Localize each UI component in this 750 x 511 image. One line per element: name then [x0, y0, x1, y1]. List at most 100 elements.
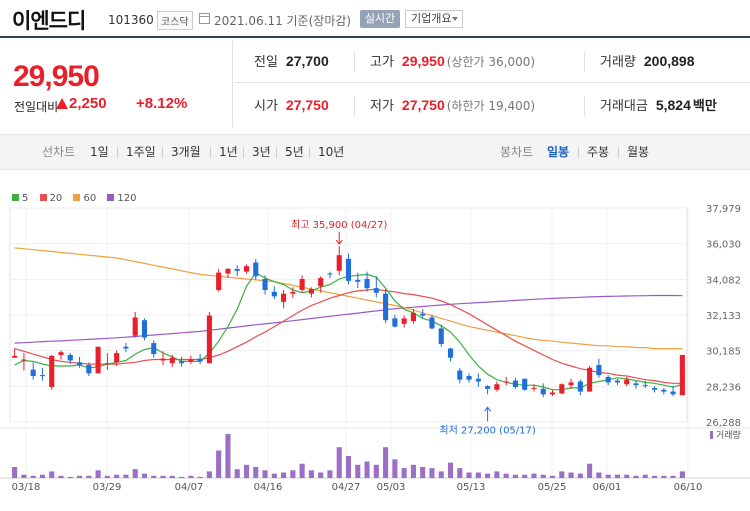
candle-body: [58, 352, 64, 355]
volume-bar: [503, 473, 509, 478]
candle-body: [114, 353, 120, 363]
volume-bar: [429, 468, 435, 478]
volume-legend-swatch: [710, 431, 713, 439]
high-arrow-icon: [335, 239, 343, 245]
candle-body: [95, 346, 101, 374]
company-overview-dropdown[interactable]: 기업개요: [405, 10, 463, 28]
x-tick-label: 04/07: [175, 482, 204, 493]
volume-bar: [30, 475, 36, 478]
y-tick-label: 34,082: [706, 275, 741, 286]
tab-weekly[interactable]: 주봉: [587, 145, 610, 159]
x-tick-label: 06/01: [593, 482, 622, 493]
volume-bar: [114, 474, 120, 478]
price-info-grid: 전일 27,700 고가 29,950 (상한가 36,000) 거래량 200,898…: [234, 40, 750, 127]
volume-bar: [447, 462, 454, 478]
volume-bar: [642, 474, 648, 478]
tab-daily[interactable]: 일봉: [547, 145, 570, 159]
tab-monthly[interactable]: 월봉: [627, 145, 650, 159]
candle-body: [531, 387, 537, 389]
divider: [618, 147, 619, 158]
candle-body: [104, 363, 110, 365]
legend-ma120: 120: [107, 193, 137, 204]
tab-period-1d[interactable]: 1일: [90, 145, 109, 159]
tab-line-chart[interactable]: 선차트: [42, 145, 76, 159]
candle-body: [457, 370, 463, 380]
chart-plot[interactable]: 37,979 36,030 34,082 32,133 30,185 28,236 26,2…: [0, 186, 750, 507]
open-price: 시가 27,750: [254, 97, 329, 114]
volume-bar: [336, 447, 342, 478]
volume-bar: [364, 461, 370, 478]
volume-bar: [475, 472, 481, 478]
volume-bar: [577, 473, 583, 478]
tab-candle-chart[interactable]: 봉차트: [500, 145, 534, 159]
volume-bar: [299, 463, 305, 478]
tab-period-3m[interactable]: 3개월: [171, 145, 201, 159]
volume-bar: [624, 474, 630, 478]
tab-period-5y[interactable]: 5년: [285, 145, 304, 159]
candle-body: [438, 328, 444, 344]
candle-body: [503, 381, 509, 383]
legend-ma60: 60: [73, 193, 96, 204]
tab-period-10y[interactable]: 10년: [318, 145, 345, 159]
candle-body: [318, 278, 324, 287]
volume-bar: [132, 469, 138, 478]
volume-bar: [39, 474, 46, 478]
candle-body: [383, 293, 389, 321]
candle-body: [308, 289, 314, 294]
ma20-line: [14, 288, 683, 384]
volume-bar: [104, 475, 110, 478]
candle-body: [642, 385, 648, 387]
divider: [578, 147, 579, 158]
candle-body: [392, 318, 398, 327]
volume-bar: [522, 474, 528, 478]
volume-bar: [141, 473, 148, 478]
candle-body: [160, 358, 166, 361]
divider: [354, 52, 355, 72]
candle-body: [299, 279, 305, 290]
info-row-1: 전일 27,700 고가 29,950 (상한가 36,000) 거래량 200,898: [234, 40, 750, 83]
candle-body: [401, 318, 407, 324]
ma60-line: [14, 247, 683, 350]
volume-bar: [531, 473, 537, 478]
candle-body: [429, 317, 435, 329]
low-annotation: 최저 27,200 (05/17): [439, 424, 535, 436]
volume-bar: [243, 464, 250, 478]
volume-bar: [605, 474, 611, 478]
volume-bar: [318, 472, 324, 478]
realtime-button[interactable]: 실시간: [360, 10, 400, 28]
stock-header: 이엔드디 101360 코스닥 2021.06.11 기준(장마감) 실시간 기…: [0, 0, 750, 38]
volume-bar: [188, 475, 194, 478]
legend-ma5: 5: [12, 193, 28, 204]
candle-body: [605, 376, 611, 383]
candle-body: [447, 348, 454, 358]
volume-bar: [661, 475, 667, 478]
candle-body: [420, 313, 426, 316]
volume-bar: [549, 475, 556, 478]
candle-body: [197, 358, 203, 362]
high-price: 고가 29,950 (상한가 36,000): [370, 53, 536, 70]
candle-body: [30, 369, 36, 377]
change-label: 전일대비: [14, 100, 59, 114]
y-tick-label: 26,288: [706, 418, 741, 429]
candle-body: [86, 365, 92, 374]
volume-bar: [169, 475, 175, 478]
volume-bar: [12, 467, 18, 478]
divider: [276, 147, 277, 158]
divider: [354, 96, 355, 116]
tab-period-3y[interactable]: 3년: [252, 145, 271, 159]
chart-legend: 5 20 60 120: [12, 193, 145, 204]
current-price: 29,950: [13, 60, 100, 93]
candle-body: [151, 343, 157, 355]
volume-bar: [216, 450, 222, 478]
price-summary: 29,950 전일대비 2,250 +8.12%: [0, 40, 233, 127]
volume-bar: [58, 475, 64, 478]
candle-body: [568, 382, 574, 386]
tab-period-1y[interactable]: 1년: [219, 145, 238, 159]
volume-bar: [123, 474, 129, 478]
candle-body: [679, 354, 685, 396]
tab-period-1w[interactable]: 1주일: [126, 145, 156, 159]
base-date: 2021.06.11 기준(장마감): [214, 14, 352, 28]
candle-body: [336, 255, 342, 271]
candle-body: [577, 381, 583, 392]
volume-bar: [86, 475, 92, 478]
